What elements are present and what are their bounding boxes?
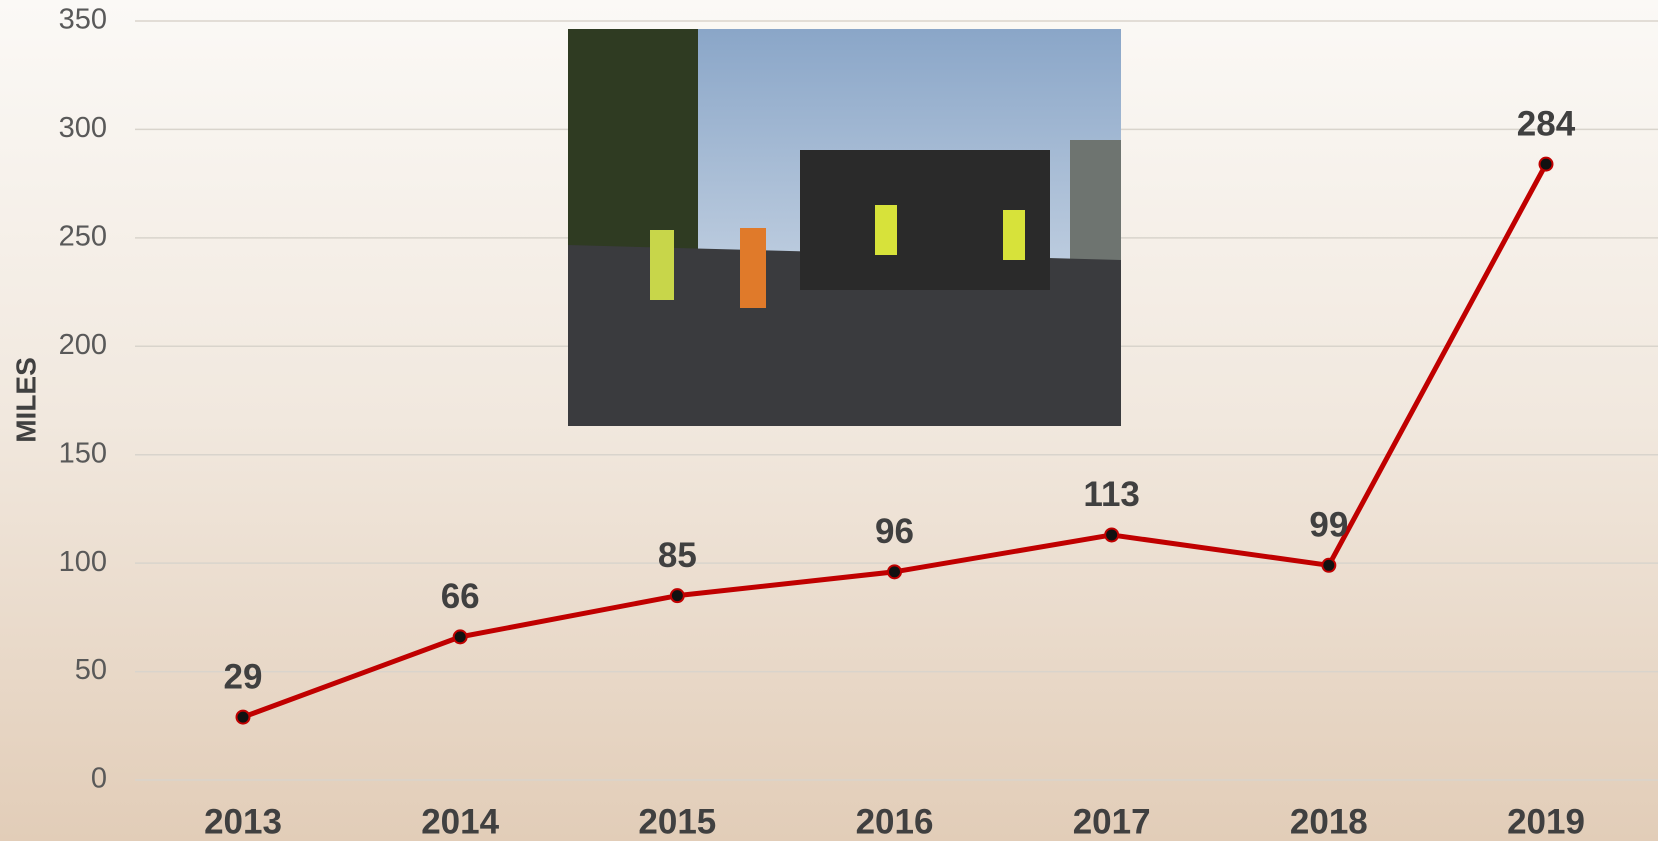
photo-worker bbox=[1003, 210, 1025, 260]
y-tick-label: 350 bbox=[59, 4, 107, 36]
photo-worker bbox=[740, 228, 766, 308]
photo-tree bbox=[568, 29, 698, 249]
marker bbox=[1104, 527, 1120, 543]
x-tick-label: 2013 bbox=[204, 802, 282, 841]
x-tick-label: 2016 bbox=[856, 802, 934, 841]
data-label: 113 bbox=[1083, 475, 1139, 514]
data-label: 85 bbox=[658, 536, 697, 575]
data-label: 29 bbox=[224, 657, 263, 696]
x-tick-label: 2017 bbox=[1073, 802, 1151, 841]
y-tick-label: 250 bbox=[59, 221, 107, 253]
y-tick-label: 50 bbox=[75, 654, 107, 686]
photo bbox=[568, 29, 1121, 426]
x-tick-label: 2019 bbox=[1507, 802, 1585, 841]
y-tick-label: 0 bbox=[91, 763, 107, 795]
data-label: 284 bbox=[1517, 104, 1576, 143]
y-tick-label: 100 bbox=[59, 546, 107, 578]
y-tick-label: 150 bbox=[59, 437, 107, 469]
photo-worker bbox=[650, 230, 674, 300]
x-tick-label: 2015 bbox=[638, 802, 716, 841]
data-label: 99 bbox=[1309, 506, 1348, 545]
photo-worker bbox=[875, 205, 897, 255]
marker bbox=[669, 588, 685, 604]
marker bbox=[1321, 557, 1337, 573]
y-axis-label: MILES bbox=[10, 357, 41, 443]
marker bbox=[887, 564, 902, 580]
marker bbox=[1538, 156, 1554, 172]
photo-road bbox=[568, 245, 1121, 426]
y-tick-label: 300 bbox=[59, 112, 107, 144]
marker bbox=[452, 629, 468, 645]
marker bbox=[235, 709, 251, 725]
x-tick-label: 2018 bbox=[1290, 802, 1368, 841]
data-label: 96 bbox=[875, 512, 914, 551]
x-tick-label: 2014 bbox=[421, 802, 499, 841]
photo-building bbox=[1070, 140, 1121, 270]
y-tick-label: 200 bbox=[59, 329, 107, 361]
data-label: 66 bbox=[441, 577, 480, 616]
